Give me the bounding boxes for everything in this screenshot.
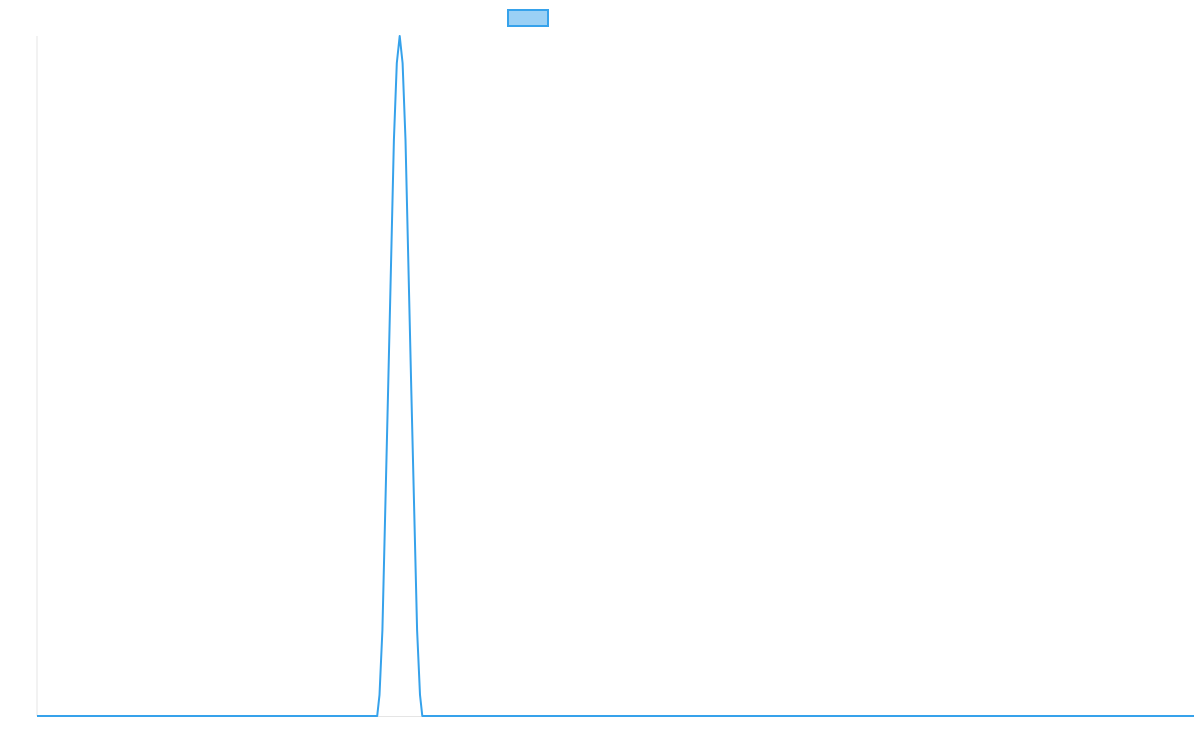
series-line bbox=[37, 35, 1194, 717]
legend-swatch[interactable] bbox=[507, 9, 549, 27]
series-layer bbox=[37, 35, 1194, 717]
legend[interactable] bbox=[507, 9, 549, 27]
